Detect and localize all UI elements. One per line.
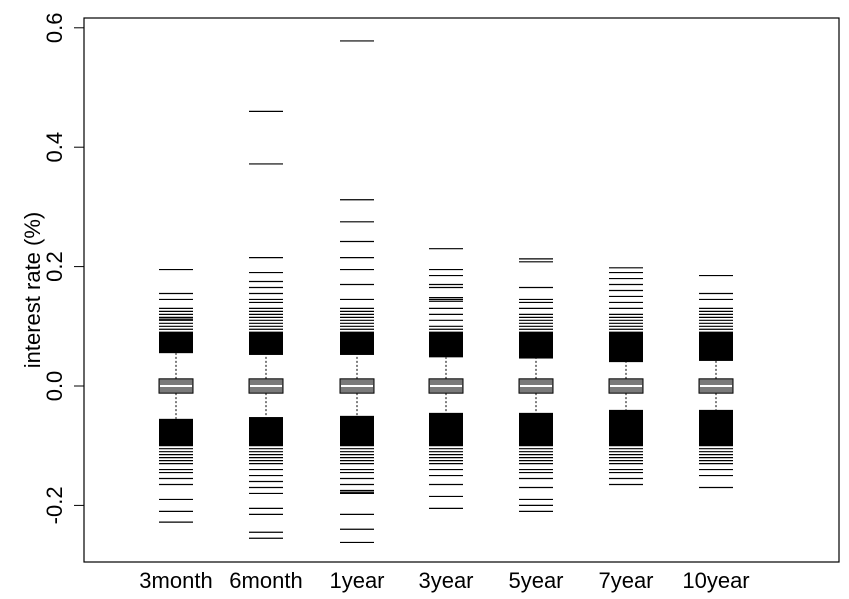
- box-5year: [518, 258, 554, 512]
- outlier-band-upper: [159, 332, 193, 354]
- y-axis-ticks: -0.2 0.0 0.2 0.4 0.6: [42, 13, 84, 524]
- x-tick-label: 6month: [229, 568, 302, 593]
- box-6month: [248, 110, 284, 539]
- box-group: [158, 40, 734, 544]
- x-tick-label: 3month: [139, 568, 212, 593]
- plot-border: [83, 17, 840, 563]
- y-tick-label: 0.4: [42, 132, 67, 163]
- y-tick-label: 0.0: [42, 371, 67, 402]
- x-tick-label: 3year: [418, 568, 473, 593]
- outlier-band-lower: [159, 418, 193, 446]
- box-1year: [339, 40, 375, 544]
- y-tick-label: -0.2: [42, 486, 67, 524]
- box-3month: [158, 268, 194, 523]
- x-tick-label: 1year: [329, 568, 384, 593]
- box-3year: [428, 248, 464, 509]
- x-tick-label: 7year: [598, 568, 653, 593]
- outlier-band-lower: [519, 412, 553, 446]
- y-tick-label: 0.2: [42, 251, 67, 282]
- box-7year: [608, 267, 644, 486]
- x-tick-label: 5year: [508, 568, 563, 593]
- outlier-band-upper: [519, 332, 553, 359]
- y-tick-label: 0.6: [42, 13, 67, 44]
- y-axis-title: interest rate (%): [20, 212, 45, 369]
- x-tick-label: 10year: [682, 568, 749, 593]
- outlier-band-lower: [429, 412, 463, 446]
- box-10year: [698, 274, 734, 489]
- x-axis-labels: 3month 6month 1year 3year 5year 7year 10year: [139, 568, 749, 593]
